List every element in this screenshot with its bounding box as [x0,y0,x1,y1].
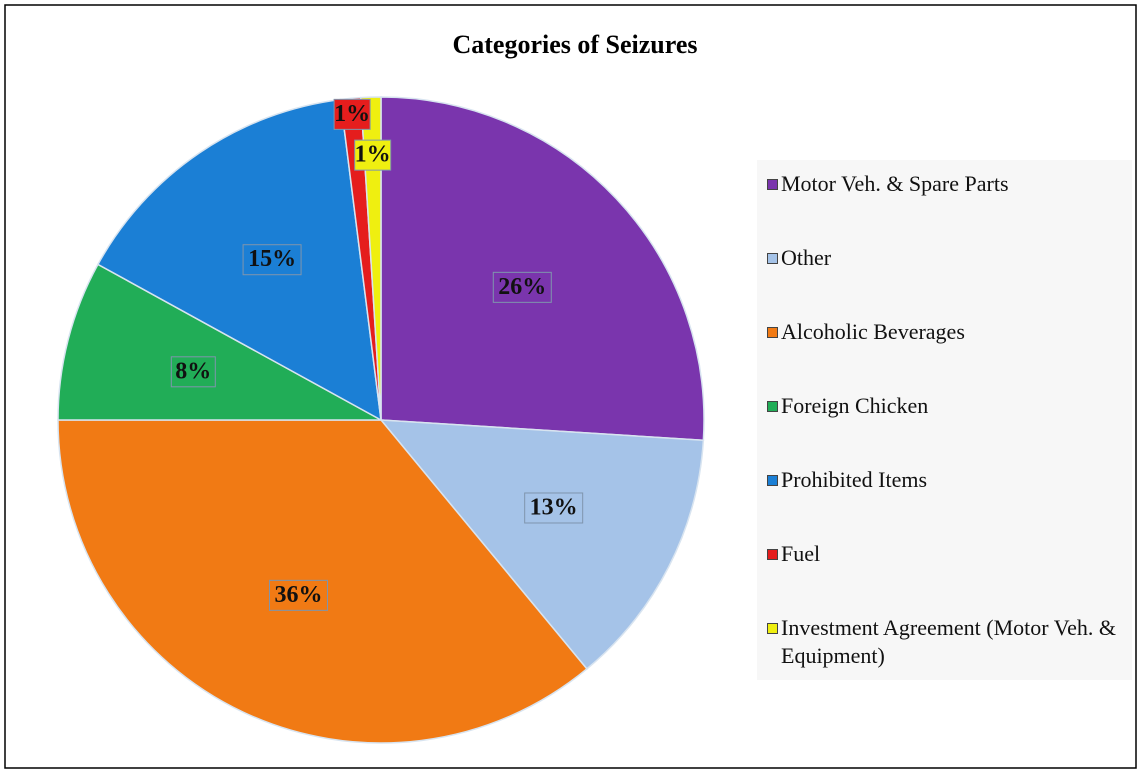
label-box [268,579,328,611]
pie [57,96,705,744]
label-box [170,356,216,388]
data-label: 36% [274,582,322,608]
legend: Motor Veh. & Spare Parts Other Alcoholic B… [757,160,1132,680]
legend-label: Prohibited Items [781,467,928,492]
label-box [354,139,392,171]
legend-swatch [767,623,778,634]
data-label: 26% [498,274,546,300]
label-box [242,244,302,276]
legend-item: Other [767,244,1127,272]
legend-item: Fuel [767,540,1127,568]
legend-swatch [767,179,778,190]
legend-item: Foreign Chicken [767,392,1127,420]
legend-item: Motor Veh. & Spare Parts [767,170,1127,198]
legend-label: Fuel [781,541,821,566]
legend-swatch [767,401,778,412]
data-label: 1% [334,101,370,127]
label-box [524,492,584,524]
legend-label: Foreign Chicken [781,393,929,418]
legend-item: Alcoholic Beverages [767,318,1127,346]
pie-slice [57,263,382,421]
legend-swatch [767,327,778,338]
pie-slice [379,419,705,670]
legend-label: Investment Agreement (Motor Veh. & Equip… [781,615,1117,668]
chart-title: Categories of Seizures [452,30,697,59]
legend-label: Other [781,245,832,270]
pie-slice [380,96,705,442]
label-box [492,271,552,303]
data-label: 1% [355,142,391,168]
legend-item: Prohibited Items [767,466,1127,494]
legend-swatch [767,549,778,560]
label-box [333,98,371,130]
frame [4,4,1137,769]
data-label: 8% [175,358,211,384]
labels: 26% 13% 36% 8% 15% 1% 1% [170,98,584,611]
data-label: 13% [530,494,578,520]
legend-item: Investment Agreement (Motor Veh. & Equip… [767,614,1127,670]
legend-swatch [767,253,778,264]
pie-slice [96,98,382,422]
data-label: 15% [248,246,296,272]
pie-slice [359,96,382,421]
legend-label: Alcoholic Beverages [781,319,965,344]
legend-swatch [767,475,778,486]
legend-label: Motor Veh. & Spare Parts [781,171,1009,196]
